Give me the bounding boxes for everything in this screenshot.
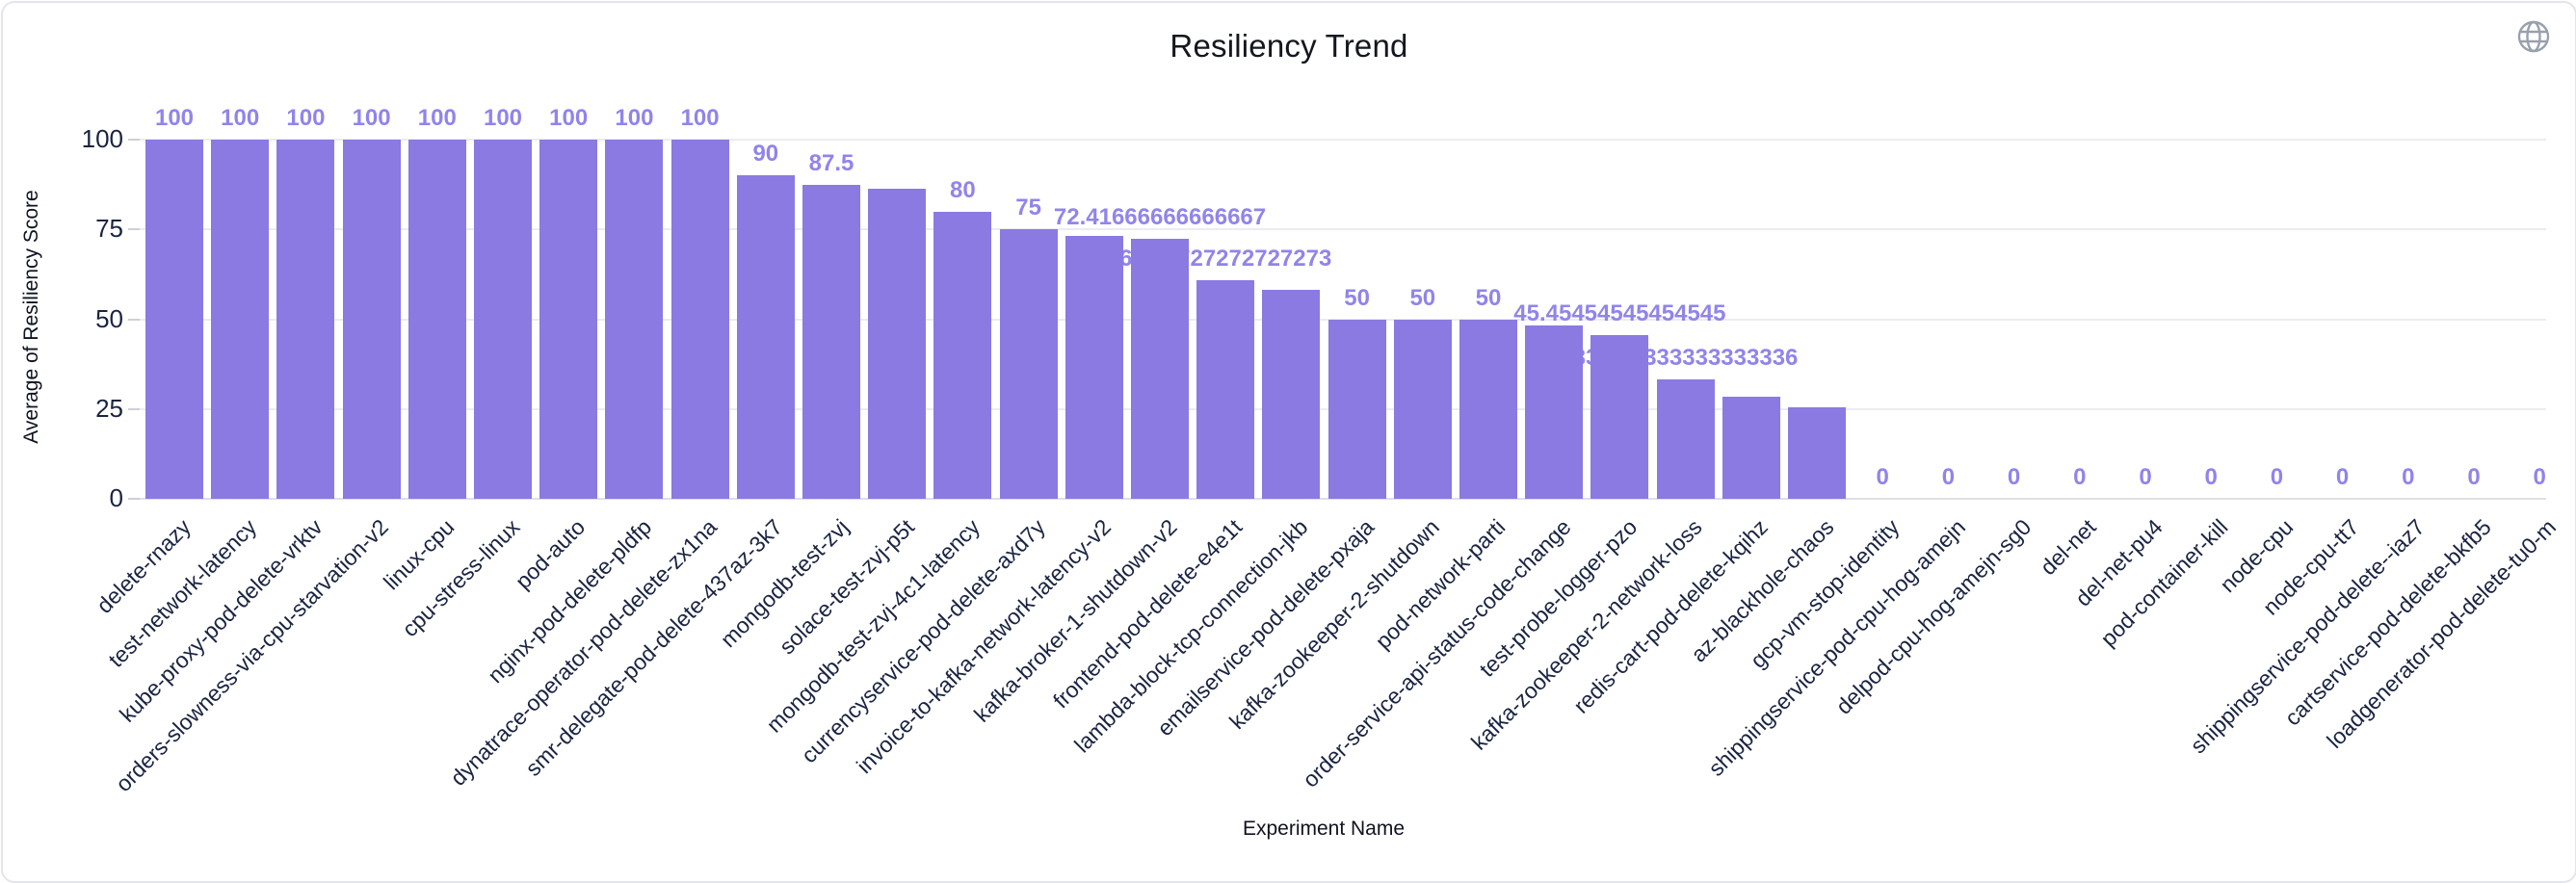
bar[interactable]	[736, 175, 795, 499]
bar[interactable]	[407, 140, 466, 499]
bar-value-label: 100	[417, 105, 457, 131]
bar[interactable]	[1327, 319, 1386, 499]
bar[interactable]	[276, 140, 335, 499]
bar[interactable]	[1131, 238, 1189, 499]
bar-value-label: 72.41666666666667	[1053, 203, 1267, 230]
bar[interactable]	[605, 140, 664, 499]
bar-value-label: 100	[615, 105, 654, 131]
bar[interactable]	[1656, 378, 1715, 499]
bar[interactable]	[933, 211, 992, 499]
bar[interactable]	[539, 140, 598, 499]
bar[interactable]	[1393, 319, 1452, 499]
bar-value-label: 0	[2533, 464, 2546, 490]
x-category-label: currencyservice-pod-delete-axd7y	[796, 514, 1050, 768]
bar[interactable]	[342, 140, 401, 499]
grid-line	[140, 228, 2546, 231]
bar-value-label: 80	[950, 176, 976, 203]
bar-value-label: 100	[221, 105, 260, 131]
bar-value-label: 50	[1475, 284, 1502, 311]
bar-value-label: 100	[154, 105, 195, 131]
globe-icon[interactable]	[2515, 18, 2552, 55]
bar-value-label: 100	[286, 105, 326, 131]
bar-value-label: 0	[2467, 464, 2481, 490]
x-category-label: cpu-stress-linux	[397, 514, 525, 642]
bar[interactable]	[1788, 406, 1846, 499]
bar-value-label: 90	[752, 141, 779, 168]
y-tick-label: 75	[95, 214, 123, 244]
bar-value-label: 75	[1015, 195, 1041, 221]
bar-value-label: 50	[1344, 284, 1370, 311]
bar[interactable]	[211, 140, 270, 499]
bar-value-label: 0	[1876, 464, 1889, 490]
bar[interactable]	[670, 140, 729, 499]
bar-value-label: 0	[2204, 464, 2218, 490]
y-tick-mark	[128, 407, 140, 410]
axis-baseline	[140, 498, 2546, 500]
y-tick-label: 100	[81, 124, 123, 153]
bar-value-label: 0	[2007, 464, 2021, 490]
plot-area: 0 25 50 75 100 100 delete-rnazy 100 test-network…	[3, 3, 2575, 881]
bar[interactable]	[999, 229, 1058, 499]
bar-value-label: 0	[2402, 464, 2415, 490]
bar-value-label: 87.5	[808, 149, 854, 176]
bar-value-label: 0	[2139, 464, 2152, 490]
y-tick-mark	[128, 318, 140, 321]
bar[interactable]	[868, 189, 927, 499]
bar-value-label: 0	[2335, 464, 2350, 490]
bar[interactable]	[474, 140, 532, 499]
bar-value-label: 100	[483, 105, 523, 131]
chart-title: Resiliency Trend	[1170, 28, 1408, 64]
y-tick-mark	[128, 498, 140, 500]
y-tick-mark	[128, 228, 140, 231]
bar-value-label: 100	[680, 105, 720, 131]
bar[interactable]	[802, 184, 860, 499]
bar[interactable]	[1590, 335, 1649, 499]
bar[interactable]	[1065, 235, 1123, 499]
bar-value-label: 0	[2270, 464, 2284, 490]
bar[interactable]	[1525, 325, 1584, 499]
x-category-label: del-net	[2036, 514, 2102, 581]
y-tick-mark	[128, 139, 140, 141]
bar-value-label: 45.45454545454545	[1513, 300, 1726, 327]
grid-line	[140, 139, 2546, 141]
bar-value-label: 0	[2073, 464, 2087, 490]
bar[interactable]	[1262, 289, 1321, 499]
y-tick-label: 25	[95, 393, 123, 423]
bar[interactable]	[145, 140, 203, 499]
bar-value-label: 100	[352, 105, 391, 131]
bar-value-label: 0	[1941, 464, 1956, 490]
y-tick-label: 50	[95, 303, 123, 333]
x-axis-title: Experiment Name	[1242, 818, 1406, 840]
bar-value-label: 100	[549, 105, 589, 131]
bar[interactable]	[1196, 280, 1255, 499]
y-tick-label: 0	[109, 483, 123, 512]
bar[interactable]	[1459, 319, 1517, 499]
bar-value-label: 50	[1409, 284, 1436, 311]
bar[interactable]	[1722, 397, 1780, 499]
